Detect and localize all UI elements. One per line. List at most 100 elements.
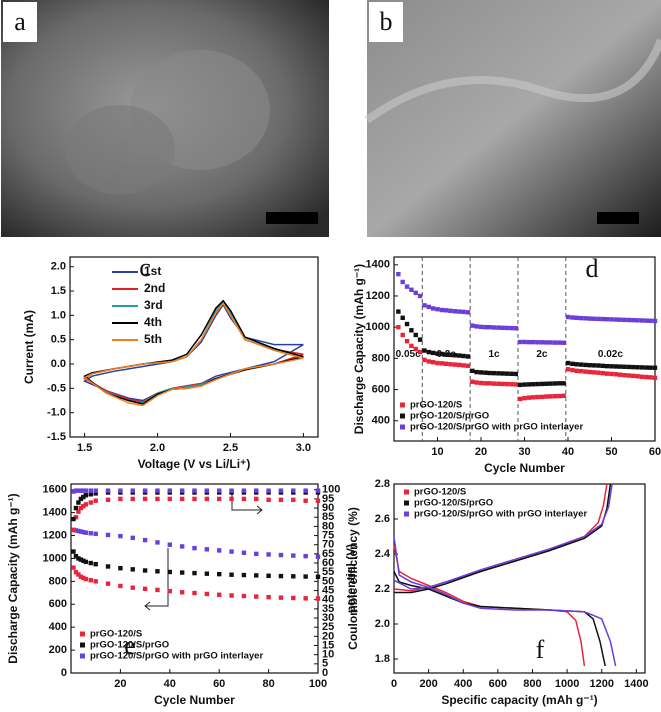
data-point	[483, 324, 488, 330]
data-point	[457, 353, 462, 358]
y-tick-label: 600	[372, 383, 390, 395]
series-line	[83, 299, 304, 405]
data-point	[229, 549, 234, 554]
sem-particle	[65, 105, 175, 195]
data-point	[118, 583, 123, 589]
data-point	[444, 352, 449, 357]
legend-label: 2nd	[144, 281, 165, 295]
x-tick-label: 1.5	[77, 442, 92, 454]
data-point	[78, 496, 84, 502]
data-point	[570, 367, 575, 373]
sem-image	[367, 0, 661, 237]
data-point	[465, 310, 471, 315]
x-tick-label: 800	[523, 678, 541, 690]
y-tick-label: -1.5	[47, 431, 66, 443]
data-point	[570, 315, 575, 320]
y2-tick-label: 60	[322, 557, 334, 569]
data-point	[491, 381, 497, 386]
y-tick-label: -1.0	[47, 407, 66, 419]
plot-frame	[69, 256, 319, 438]
data-point	[578, 315, 584, 321]
data-point	[204, 496, 210, 502]
data-point	[448, 308, 453, 313]
y2-tick-label: 85	[322, 511, 334, 523]
data-point	[192, 496, 197, 502]
x-tick-label: 400	[454, 678, 472, 690]
data-point	[78, 529, 84, 534]
data-point	[204, 547, 210, 552]
y-tick-label: 0	[61, 667, 67, 679]
data-point	[539, 340, 545, 345]
data-point	[487, 370, 492, 376]
data-point	[504, 325, 510, 331]
data-point	[229, 572, 234, 577]
data-point	[315, 488, 321, 493]
legend-label: prGO-120/S	[414, 487, 466, 498]
data-point	[266, 594, 271, 600]
x-tick-label: 1200	[589, 678, 613, 690]
y-tick-label: 2.8	[375, 478, 390, 490]
data-point	[631, 364, 636, 370]
y2-tick-label: 20	[322, 630, 334, 642]
data-point	[487, 324, 492, 330]
data-point	[303, 498, 308, 503]
y-tick-label: 1000	[366, 321, 390, 333]
panel-label: d	[586, 254, 599, 283]
y2-tick-label: 5	[322, 658, 328, 670]
data-point	[167, 496, 172, 502]
data-point	[217, 548, 222, 553]
data-point	[596, 363, 601, 368]
y-tick-label: 2.6	[375, 513, 390, 525]
data-point	[504, 371, 510, 376]
data-point	[531, 382, 536, 387]
data-point	[241, 496, 247, 502]
data-point	[291, 595, 296, 601]
data-point	[483, 381, 488, 386]
data-point	[105, 581, 111, 586]
data-point	[574, 315, 579, 321]
data-point	[548, 394, 553, 399]
data-point	[474, 324, 479, 329]
data-point	[204, 488, 210, 493]
data-point	[155, 540, 160, 545]
data-point	[130, 535, 135, 541]
panel-label: a	[14, 7, 26, 36]
data-point	[452, 309, 458, 314]
data-point	[254, 573, 259, 578]
y-tick-label: 400	[372, 415, 390, 427]
data-point	[513, 382, 518, 387]
data-point	[517, 339, 523, 345]
data-point	[626, 317, 632, 323]
data-point	[142, 496, 148, 502]
legend-swatch	[80, 642, 85, 648]
data-point	[509, 382, 514, 387]
data-point	[548, 381, 553, 386]
data-point	[76, 572, 81, 577]
data-point	[396, 271, 401, 277]
data-point	[509, 371, 514, 376]
data-point	[635, 374, 640, 379]
x-tick-label: 50	[605, 446, 617, 458]
data-point	[291, 553, 296, 558]
data-point	[465, 354, 471, 359]
data-point	[417, 293, 423, 299]
y-tick-label: 1.5	[51, 285, 66, 297]
data-point	[448, 352, 453, 358]
data-point	[618, 317, 623, 322]
data-point	[192, 570, 197, 576]
data-point	[315, 574, 321, 579]
data-point	[303, 596, 308, 601]
data-point	[83, 576, 89, 582]
y-axis-title: Current (mA)	[22, 310, 36, 384]
data-point	[417, 337, 423, 342]
data-point	[644, 318, 649, 323]
data-point	[217, 496, 222, 502]
data-point	[648, 318, 653, 323]
data-point	[71, 527, 76, 533]
data-point	[439, 351, 445, 357]
legend-swatch	[400, 402, 405, 408]
data-point	[565, 367, 571, 372]
x-tick-label: 200	[419, 678, 437, 690]
data-point	[639, 318, 645, 323]
data-point	[130, 488, 135, 493]
